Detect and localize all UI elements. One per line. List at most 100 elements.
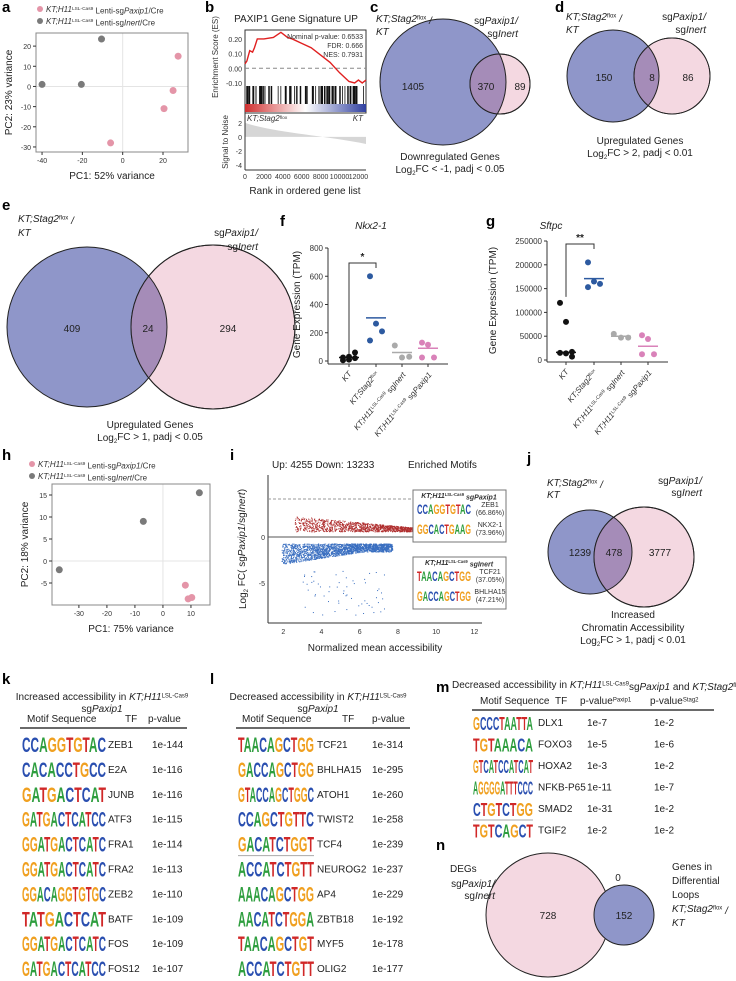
down-peak-point — [316, 550, 318, 552]
up-peak-point — [377, 525, 379, 527]
down-peak-point — [312, 551, 314, 553]
up-peak-point — [403, 527, 405, 529]
text-segment: LSL-Cas9 — [162, 693, 189, 699]
x-tick-label: 0 — [161, 611, 165, 618]
down-peak-point — [377, 545, 379, 547]
up-peak-point — [362, 527, 364, 529]
data-point — [651, 351, 657, 358]
logo-letter: T — [93, 834, 99, 857]
down-peak-point — [329, 549, 331, 551]
y-tick-label: -5 — [41, 581, 47, 588]
up-peak-point — [322, 522, 324, 524]
up-peak-point — [408, 528, 410, 530]
down-peak-point — [345, 553, 347, 555]
up-peak-point — [339, 527, 341, 529]
y-tick-label: 200 — [310, 329, 324, 338]
down-peak-point — [286, 551, 288, 553]
up-peak-point — [403, 529, 405, 531]
down-peak-point — [357, 550, 359, 552]
text-segment: KT;H11 — [38, 472, 64, 481]
up-peak-point — [318, 519, 320, 521]
down-peak-point — [374, 551, 376, 553]
down-peak-point — [302, 547, 304, 549]
logo-letter: G — [58, 883, 65, 906]
down-peak-point — [292, 550, 294, 552]
down-peak-point — [317, 545, 319, 547]
down-peak-point — [290, 555, 292, 557]
down-peak-point — [383, 545, 385, 547]
logo-letter: C — [517, 736, 525, 756]
up-peak-point — [403, 530, 405, 532]
significance-stars: ** — [576, 233, 584, 244]
down-peak-point — [351, 547, 353, 549]
up-peak-point — [350, 526, 352, 528]
down-peak-point — [332, 552, 334, 554]
down-peak-point — [362, 547, 364, 549]
logo-letter: T — [499, 714, 504, 734]
venn-right-title: sgPaxip1/ — [662, 12, 707, 23]
up-peak-point — [387, 528, 389, 530]
up-peak-point — [335, 526, 337, 528]
down-peak-point — [370, 544, 372, 546]
logo-letter: C — [22, 734, 31, 757]
venn-count-overlap: 478 — [606, 548, 623, 559]
down-peak-point — [333, 554, 335, 556]
down-peak-point — [389, 549, 391, 551]
up-peak-point — [399, 526, 401, 528]
up-peak-point — [383, 527, 385, 529]
logo-letter: G — [465, 568, 471, 584]
down-peak-point — [307, 549, 309, 551]
p-value: 1e-314 — [372, 740, 404, 751]
down-peak-point — [350, 549, 352, 551]
down-peak-point — [336, 544, 338, 546]
text-segment: Decreased accessibility in — [452, 680, 570, 691]
down-peak-point — [372, 551, 374, 553]
text-segment: FC > 2, padj < 0.01 — [607, 148, 693, 159]
down-peak-point — [356, 552, 358, 554]
down-peak-point — [305, 558, 307, 560]
down-peak-point — [293, 556, 295, 558]
up-peak-point — [385, 527, 387, 529]
logo-letter: G — [298, 759, 306, 782]
down-peak-point — [327, 545, 329, 547]
down-peak-point — [321, 546, 323, 548]
down-peak-point — [338, 554, 340, 556]
up-peak-point — [357, 530, 359, 532]
panel-b-gsea: PAXIP1 Gene Signature UP0.200.100.00-0.1… — [211, 14, 368, 197]
up-peak-point — [304, 527, 306, 529]
down-peak-point — [315, 550, 317, 552]
down-peak-point — [300, 553, 302, 555]
up-peak-point — [378, 530, 380, 532]
text-segment: sg — [474, 16, 485, 27]
down-peak-point — [385, 543, 387, 545]
down-peak-point — [371, 547, 373, 549]
down-peak-point — [356, 545, 358, 547]
down-peak-point — [307, 554, 309, 556]
text-segment: 2 — [114, 439, 118, 445]
tf-name: BHLHA15 — [317, 765, 362, 776]
logo-letter: C — [261, 883, 269, 906]
logo-letter: G — [30, 933, 38, 956]
down-peak-point — [281, 552, 283, 554]
down-peak-point — [359, 546, 361, 548]
up-peak-point — [305, 523, 307, 525]
panel-labels: a b c d e f g h i m j k l n — [2, 0, 564, 854]
up-peak-point — [389, 529, 391, 531]
down-peak-point — [303, 545, 305, 547]
down-peak-point — [370, 550, 372, 552]
logo-letter: A — [30, 759, 38, 782]
up-peak-point — [368, 530, 370, 532]
logo-letter: G — [50, 933, 58, 956]
up-peak-point — [302, 517, 304, 519]
down-peak-point — [299, 544, 301, 546]
up-peak-point — [373, 528, 375, 530]
chart-title: PAXIP1 Gene Signature UP — [234, 14, 358, 25]
up-peak-point — [314, 531, 316, 533]
down-peak-point — [352, 544, 354, 546]
down-peak-point — [338, 547, 340, 549]
up-peak-point — [381, 526, 383, 528]
down-peak-point — [341, 550, 343, 552]
logo-letter: T — [473, 822, 480, 842]
